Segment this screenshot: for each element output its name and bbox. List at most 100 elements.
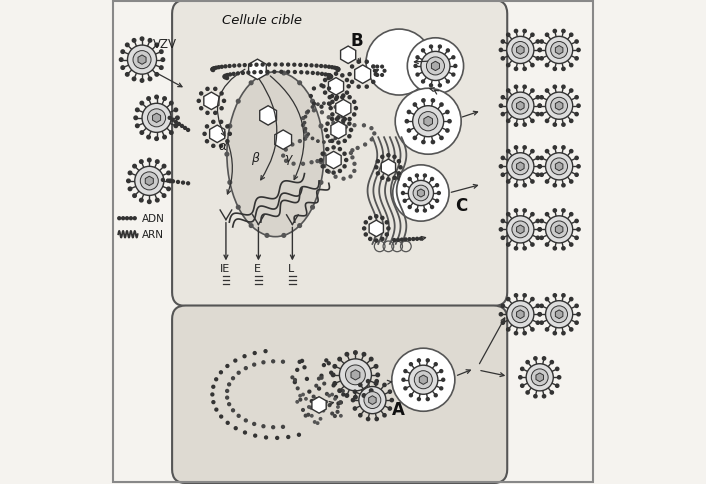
Circle shape [220, 93, 223, 96]
Circle shape [132, 40, 136, 43]
Circle shape [351, 150, 354, 152]
Circle shape [507, 328, 510, 332]
Circle shape [551, 159, 568, 175]
Ellipse shape [227, 73, 324, 237]
Circle shape [197, 100, 201, 103]
Circle shape [338, 358, 342, 361]
Circle shape [551, 43, 568, 59]
Circle shape [324, 129, 328, 132]
Circle shape [155, 161, 159, 164]
Circle shape [212, 70, 215, 73]
Circle shape [353, 101, 356, 104]
Polygon shape [419, 375, 427, 385]
Circle shape [426, 58, 445, 76]
Circle shape [523, 124, 526, 127]
Circle shape [405, 239, 407, 242]
Circle shape [342, 393, 345, 396]
Circle shape [376, 160, 379, 164]
Text: ARN: ARN [141, 229, 164, 239]
Circle shape [531, 90, 534, 93]
Circle shape [336, 70, 339, 73]
Circle shape [176, 117, 179, 121]
Circle shape [119, 59, 123, 62]
Circle shape [431, 206, 433, 209]
Circle shape [501, 96, 505, 100]
Circle shape [438, 85, 441, 88]
Circle shape [538, 228, 542, 231]
Circle shape [512, 306, 529, 323]
Circle shape [409, 365, 438, 394]
Circle shape [298, 82, 301, 86]
Circle shape [133, 217, 136, 220]
Circle shape [431, 178, 433, 181]
Circle shape [268, 64, 270, 67]
Circle shape [575, 304, 578, 308]
Circle shape [140, 199, 143, 202]
Circle shape [301, 360, 304, 363]
Circle shape [147, 98, 150, 101]
Circle shape [328, 96, 331, 100]
Circle shape [556, 384, 559, 388]
Text: Cellule cible: Cellule cible [222, 14, 302, 27]
Circle shape [304, 138, 306, 141]
Circle shape [501, 58, 505, 61]
Circle shape [357, 147, 359, 150]
Circle shape [507, 34, 510, 37]
Circle shape [226, 126, 229, 129]
Circle shape [205, 126, 208, 129]
Circle shape [570, 328, 573, 332]
Circle shape [304, 116, 306, 119]
Circle shape [501, 220, 505, 223]
Circle shape [128, 46, 157, 75]
Circle shape [369, 217, 372, 220]
Circle shape [313, 103, 316, 106]
Circle shape [316, 422, 319, 424]
Circle shape [538, 49, 542, 52]
Circle shape [554, 210, 556, 212]
Circle shape [227, 383, 231, 386]
Circle shape [338, 134, 341, 136]
Circle shape [148, 78, 152, 81]
Circle shape [362, 124, 366, 127]
Circle shape [446, 81, 449, 84]
Circle shape [282, 234, 286, 238]
Circle shape [330, 95, 334, 98]
Circle shape [554, 86, 556, 89]
Circle shape [546, 150, 549, 153]
Circle shape [570, 243, 573, 247]
Circle shape [163, 136, 167, 139]
Circle shape [203, 133, 206, 136]
Polygon shape [369, 396, 376, 405]
Circle shape [351, 81, 354, 84]
Circle shape [162, 165, 166, 168]
Circle shape [324, 66, 327, 69]
Circle shape [349, 129, 352, 132]
Circle shape [126, 74, 129, 77]
Circle shape [523, 68, 526, 71]
Circle shape [121, 217, 124, 220]
Circle shape [169, 102, 173, 106]
Circle shape [148, 40, 152, 43]
Circle shape [225, 153, 229, 157]
Circle shape [328, 404, 331, 407]
Circle shape [383, 414, 386, 417]
Circle shape [140, 102, 143, 106]
Circle shape [287, 71, 289, 74]
Circle shape [393, 177, 396, 180]
Circle shape [329, 104, 331, 106]
Circle shape [452, 57, 455, 60]
Circle shape [562, 210, 565, 212]
Circle shape [311, 106, 313, 109]
Circle shape [217, 67, 220, 70]
Circle shape [417, 359, 420, 362]
Circle shape [224, 77, 227, 80]
Circle shape [155, 44, 159, 47]
Circle shape [296, 401, 299, 403]
Circle shape [249, 82, 253, 86]
Circle shape [321, 73, 323, 76]
Circle shape [335, 96, 339, 100]
Circle shape [229, 74, 232, 77]
Circle shape [340, 401, 342, 404]
Circle shape [328, 66, 330, 69]
Circle shape [155, 96, 158, 100]
